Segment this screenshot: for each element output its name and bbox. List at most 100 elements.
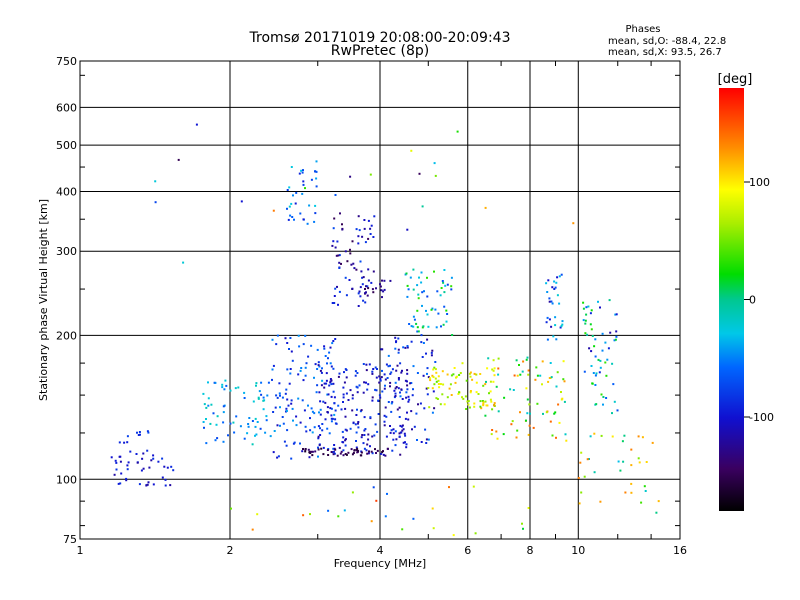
data-point xyxy=(359,410,362,413)
data-point xyxy=(384,384,386,387)
data-point xyxy=(421,291,424,294)
data-point xyxy=(412,365,415,368)
data-point xyxy=(333,217,336,220)
data-point xyxy=(349,175,352,178)
data-point xyxy=(412,388,414,391)
data-point xyxy=(329,407,332,410)
data-point xyxy=(266,394,269,397)
data-point xyxy=(364,428,367,430)
data-point xyxy=(406,228,409,231)
data-point xyxy=(306,222,309,225)
data-point xyxy=(355,449,358,451)
data-point xyxy=(615,335,618,338)
data-point xyxy=(352,421,355,424)
data-point xyxy=(240,200,243,203)
data-point xyxy=(256,513,259,516)
data-point xyxy=(601,349,604,352)
data-point xyxy=(436,398,439,400)
data-point xyxy=(366,452,369,455)
data-point xyxy=(446,373,449,376)
data-point xyxy=(304,187,306,190)
data-point xyxy=(354,370,357,373)
data-point xyxy=(323,386,326,389)
data-point xyxy=(385,363,388,366)
data-point xyxy=(561,323,564,326)
data-point xyxy=(135,453,138,455)
data-point xyxy=(390,402,393,405)
data-point xyxy=(254,434,256,437)
data-point xyxy=(438,386,441,389)
data-point xyxy=(157,460,160,463)
data-point xyxy=(444,284,447,287)
data-point xyxy=(434,368,437,371)
data-point xyxy=(349,427,352,430)
data-point xyxy=(551,302,554,305)
data-point xyxy=(311,431,314,434)
data-point xyxy=(374,388,377,391)
data-point xyxy=(392,438,395,441)
data-point xyxy=(298,172,301,175)
data-point xyxy=(397,378,400,381)
data-point xyxy=(336,454,339,457)
data-point xyxy=(300,367,303,369)
data-point xyxy=(564,433,567,436)
data-point xyxy=(554,286,557,289)
data-point xyxy=(311,450,314,453)
data-point xyxy=(372,270,375,273)
data-point xyxy=(381,451,384,454)
data-point xyxy=(413,425,416,428)
data-point xyxy=(262,396,265,399)
data-point xyxy=(532,426,535,429)
data-point xyxy=(264,431,267,434)
data-point xyxy=(278,382,281,385)
data-point xyxy=(247,425,250,428)
data-point xyxy=(361,276,364,279)
data-point xyxy=(285,388,288,391)
data-point xyxy=(117,482,120,485)
data-point xyxy=(126,441,129,444)
data-point xyxy=(527,507,530,509)
data-point xyxy=(332,447,335,450)
x-tick-label: 6 xyxy=(464,544,471,557)
stats-heading: Phases xyxy=(625,24,660,35)
data-point xyxy=(164,484,167,487)
data-point xyxy=(437,379,440,382)
data-point xyxy=(343,381,346,384)
data-point xyxy=(255,382,258,385)
data-point xyxy=(395,386,398,388)
data-point xyxy=(621,440,624,443)
data-point xyxy=(367,452,370,455)
data-point xyxy=(434,377,437,380)
data-point xyxy=(275,394,278,397)
data-point xyxy=(442,281,445,284)
data-point xyxy=(317,455,319,458)
data-point xyxy=(355,446,358,449)
data-point xyxy=(325,379,328,382)
data-point xyxy=(172,469,175,472)
data-point xyxy=(486,367,489,370)
data-point xyxy=(300,169,303,172)
data-point xyxy=(369,233,372,235)
data-point xyxy=(372,236,375,238)
stats-x-line: mean, sd,X: 93.5, 26.7 xyxy=(608,47,722,58)
data-point xyxy=(387,354,390,357)
data-point xyxy=(319,408,322,411)
data-point xyxy=(313,376,315,379)
data-point xyxy=(383,420,386,423)
data-point xyxy=(348,279,351,281)
data-point xyxy=(203,426,205,429)
data-point xyxy=(458,391,461,394)
data-point xyxy=(301,171,304,174)
data-point xyxy=(435,397,438,400)
data-point xyxy=(551,434,554,437)
data-point xyxy=(313,426,316,429)
data-point xyxy=(376,430,379,433)
data-point xyxy=(427,376,430,379)
data-point xyxy=(285,407,288,410)
data-point xyxy=(408,398,411,401)
data-point xyxy=(276,396,279,399)
data-point xyxy=(380,452,383,455)
data-point xyxy=(399,395,402,398)
data-point xyxy=(318,365,321,368)
